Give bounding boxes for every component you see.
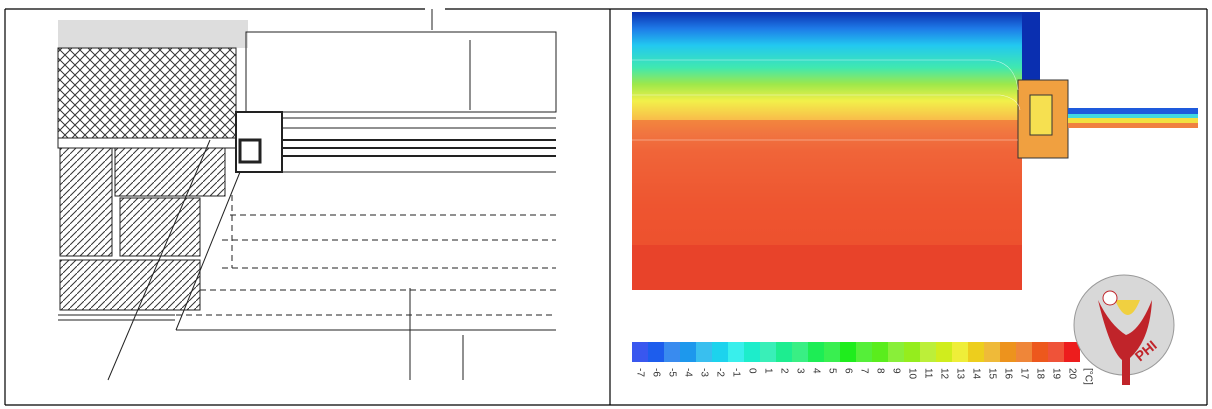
section-drawing xyxy=(58,9,556,380)
scale-cell xyxy=(840,342,856,362)
scale-label: 12 xyxy=(938,368,949,380)
scale-label: 16 xyxy=(1002,368,1013,380)
scale-cell xyxy=(1000,342,1016,362)
scale-label: 20 xyxy=(1066,368,1077,380)
scale-cell xyxy=(1016,342,1032,362)
scale-cell xyxy=(696,342,712,362)
scale-cell xyxy=(728,342,744,362)
scale-label: 11 xyxy=(922,368,933,379)
scale-label: -1 xyxy=(730,368,741,377)
scale-cell xyxy=(904,342,920,362)
scale-label: 1 xyxy=(762,368,773,374)
scale-cell xyxy=(760,342,776,362)
scale-cell xyxy=(776,342,792,362)
scale-cell xyxy=(872,342,888,362)
scale-label: 2 xyxy=(778,368,789,374)
thermal-image xyxy=(632,12,1198,290)
scale-cell xyxy=(952,342,968,362)
scale-cell xyxy=(824,342,840,362)
scale-label: -4 xyxy=(682,368,693,377)
scale-cell xyxy=(632,342,648,362)
scale-cell xyxy=(968,342,984,362)
scale-label: -6 xyxy=(650,368,661,377)
scale-cell xyxy=(808,342,824,362)
page: -7-6-5-4-3-2-101234567891011121314151617… xyxy=(0,0,1212,409)
scale-cell xyxy=(888,342,904,362)
scale-label: 9 xyxy=(890,368,901,374)
scale-label: 17 xyxy=(1018,368,1029,380)
scale-label: 6 xyxy=(842,368,853,374)
scale-cell xyxy=(1064,342,1080,362)
scale-label: -2 xyxy=(714,368,725,377)
scale-cell xyxy=(1032,342,1048,362)
scale-cell xyxy=(680,342,696,362)
scale-label: 0 xyxy=(746,368,757,374)
scale-cell xyxy=(712,342,728,362)
scale-unit: [°C] xyxy=(1082,368,1093,385)
scale-cell xyxy=(744,342,760,362)
scale-label: 5 xyxy=(826,368,837,374)
scale-cell xyxy=(792,342,808,362)
scale-label: -5 xyxy=(666,368,677,377)
scale-cell xyxy=(920,342,936,362)
scale-label: 15 xyxy=(986,368,997,380)
scale-label: 3 xyxy=(794,368,805,374)
scale-label: 18 xyxy=(1034,368,1045,380)
scale-cell xyxy=(1048,342,1064,362)
scale-label: 14 xyxy=(970,368,981,380)
scale-cell xyxy=(936,342,952,362)
scale-cell xyxy=(648,342,664,362)
scale-label: 8 xyxy=(874,368,885,374)
scale-label: 4 xyxy=(810,368,821,374)
scale-label: 10 xyxy=(906,368,917,380)
scale-label: 13 xyxy=(954,368,965,380)
scale-label: 19 xyxy=(1050,368,1061,380)
scale-label: -7 xyxy=(634,368,645,377)
scale-cell xyxy=(664,342,680,362)
scale-cell xyxy=(856,342,872,362)
scale-label: 7 xyxy=(858,368,869,374)
scale-label: -3 xyxy=(698,368,709,377)
scale-cell xyxy=(984,342,1000,362)
